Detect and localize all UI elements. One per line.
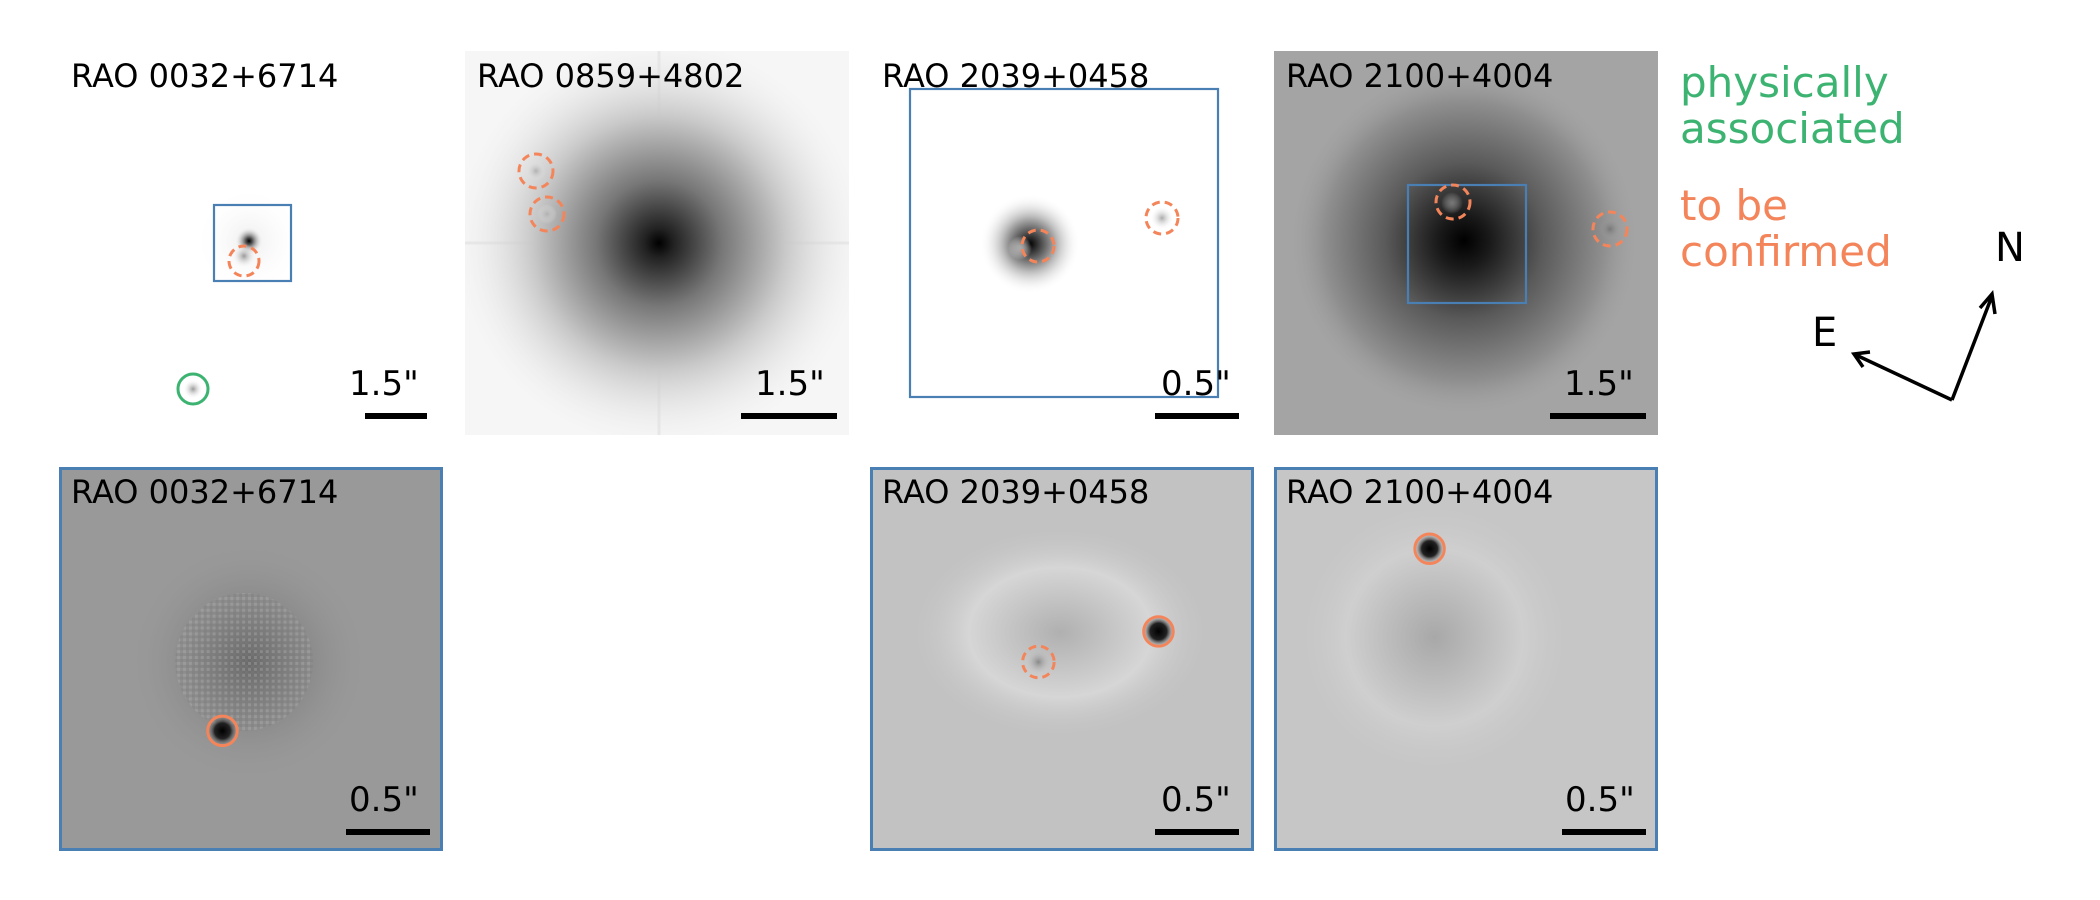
compass-arrows (1850, 289, 1997, 402)
residual-panel-rao-0032-6714: RAO 0032+6714 0.5" (59, 467, 443, 851)
scale-bar (1562, 829, 1646, 835)
zoom-box (908, 87, 1220, 399)
scale-label: 0.5" (1565, 780, 1635, 820)
residual-panel-rao-2039-0458: RAO 2039+0458 0.5" (870, 467, 1254, 851)
east-arrow (1855, 353, 1953, 402)
scale-label: 1.5" (755, 364, 825, 404)
star-image (870, 51, 1254, 435)
scale-bar (1155, 413, 1239, 419)
residual-image (62, 470, 440, 848)
panel-title: RAO 2039+0458 (882, 473, 1150, 511)
zoom-box (212, 203, 293, 283)
residual-image (873, 470, 1251, 848)
image-panel-rao-2039-0458-top: RAO 2039+0458 0.5" (870, 51, 1254, 435)
scale-label: 1.5" (349, 364, 419, 404)
panel-title: RAO 0032+6714 (71, 473, 339, 511)
legend-physically-associated: physically associated (1680, 58, 1905, 153)
compass-east-label: E (1812, 310, 1838, 356)
candidate-circle (517, 152, 555, 190)
scale-label: 0.5" (349, 780, 419, 820)
panel-title: RAO 2039+0458 (882, 57, 1150, 95)
candidate-circle (1021, 644, 1056, 680)
scale-bar (741, 413, 837, 419)
candidate-circle (1434, 183, 1472, 221)
scale-bar (1550, 413, 1646, 419)
candidate-circle (528, 195, 566, 233)
candidate-circle (1142, 615, 1175, 648)
candidate-circle (1020, 228, 1056, 264)
north-arrow (1950, 295, 1994, 401)
panel-title: RAO 2100+4004 (1286, 473, 1554, 511)
candidate-circle (1144, 200, 1180, 236)
compass-north-label: N (1995, 225, 2025, 271)
star-image (465, 51, 849, 435)
legend-to-be-confirmed: to be confirmed (1680, 181, 1892, 276)
panel-title: RAO 0032+6714 (71, 57, 339, 95)
image-panel-rao-2100-4004-top: RAO 2100+4004 1.5" (1274, 51, 1658, 435)
star-image (59, 51, 443, 435)
residual-panel-rao-2100-4004: RAO 2100+4004 0.5" (1274, 467, 1658, 851)
scale-label: 0.5" (1161, 364, 1231, 404)
candidate-circle (1413, 532, 1446, 565)
companion-circle (176, 372, 210, 406)
star-image (1274, 51, 1658, 435)
candidate-circle (1591, 210, 1629, 248)
scale-bar (365, 413, 427, 419)
east-arrowhead (1850, 350, 1871, 368)
panel-title: RAO 0859+4802 (477, 57, 745, 95)
image-panel-rao-0032-6714-top: RAO 0032+6714 1.5" (59, 51, 443, 435)
image-panel-rao-0859-4802-top: RAO 0859+4802 1.5" (465, 51, 849, 435)
scale-bar (346, 829, 430, 835)
candidate-circle (206, 714, 239, 748)
zoom-box (1406, 183, 1528, 305)
north-arrowhead (1978, 289, 1997, 315)
scale-bar (1155, 829, 1239, 835)
scale-label: 1.5" (1564, 364, 1634, 404)
residual-image (1277, 470, 1655, 848)
panel-title: RAO 2100+4004 (1286, 57, 1554, 95)
candidate-circle (227, 244, 261, 278)
scale-label: 0.5" (1161, 780, 1231, 820)
